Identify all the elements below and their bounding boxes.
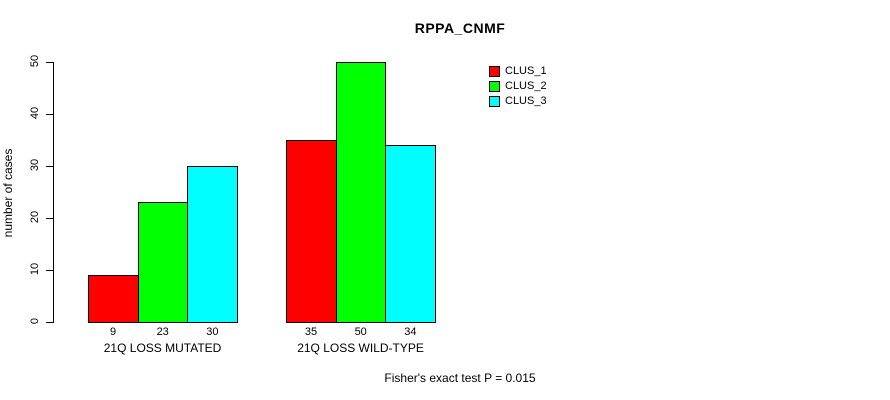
legend-swatch-icon (489, 66, 500, 77)
bar-clus_2 (137, 202, 189, 323)
bar-clus_2 (335, 62, 387, 323)
y-axis-tick-label: 20 (29, 210, 41, 224)
legend-item-clus_2: CLUS_2 (489, 79, 547, 94)
y-axis-tick (46, 270, 53, 271)
y-axis-tick-label: 50 (29, 54, 41, 68)
bar-clus_1 (88, 275, 139, 323)
legend-label: CLUS_1 (505, 65, 547, 77)
y-axis-line (53, 62, 54, 323)
bar-value-label: 50 (354, 326, 367, 338)
bar-value-label: 30 (206, 326, 219, 338)
bar-value-label: 34 (404, 326, 417, 338)
bar-clus_3 (187, 166, 239, 323)
legend-swatch-icon (489, 96, 500, 107)
y-axis-tick-label: 30 (29, 158, 41, 172)
legend-item-clus_3: CLUS_3 (489, 94, 547, 109)
legend-label: CLUS_3 (505, 95, 547, 107)
y-axis-tick-label: 10 (29, 262, 41, 276)
y-axis-tick (46, 218, 53, 219)
x-axis-category-label: 21Q LOSS WILD-TYPE (297, 341, 424, 355)
y-axis-tick (46, 166, 53, 167)
legend-label: CLUS_2 (505, 80, 547, 92)
y-axis-tick (46, 322, 53, 323)
chart-title: RPPA_CNMF (414, 20, 506, 36)
y-axis-tick (46, 62, 53, 63)
y-axis-label: number of cases (1, 148, 15, 238)
bar-clus_1 (286, 140, 337, 323)
y-axis-tick-label: 40 (29, 106, 41, 120)
annotation-fisher-test: Fisher's exact test P = 0.015 (384, 371, 536, 385)
legend-item-clus_1: CLUS_1 (489, 64, 547, 79)
y-axis-tick-label: 0 (29, 317, 41, 325)
legend: CLUS_1 CLUS_2 CLUS_3 (489, 64, 547, 109)
bar-clus_3 (385, 145, 437, 323)
y-axis-tick (46, 114, 53, 115)
x-axis-category-label: 21Q LOSS MUTATED (103, 341, 222, 355)
bar-value-label: 23 (156, 326, 169, 338)
bar-value-label: 35 (304, 326, 318, 338)
bar-value-label: 9 (109, 326, 117, 338)
legend-swatch-icon (489, 81, 500, 92)
